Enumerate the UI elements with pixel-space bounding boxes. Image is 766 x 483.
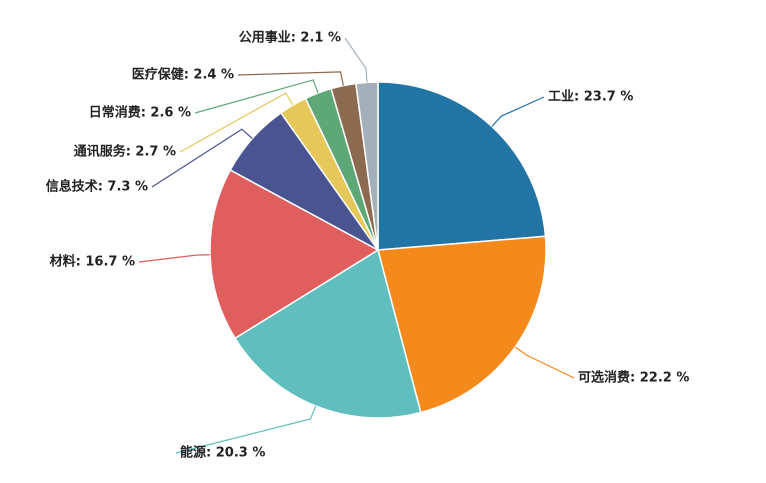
leader-line — [151, 128, 253, 188]
leader-line — [194, 79, 319, 114]
slice-label: 工业: 23.7 % — [548, 89, 633, 105]
slice-label: 可选消费: 22.2 % — [578, 370, 689, 386]
slice-label: 通讯服务: 2.7 % — [74, 144, 176, 160]
leader-line — [514, 346, 575, 379]
leader-line — [175, 405, 317, 454]
pie-slice — [377, 235, 547, 414]
slice-label: 日常消费: 2.6 % — [89, 105, 191, 121]
leader-line — [138, 254, 211, 263]
slice-label: 公用事业: 2.1 % — [239, 30, 341, 46]
pie-slice — [234, 248, 422, 419]
pie-slice — [209, 168, 380, 340]
leader-line — [491, 96, 545, 127]
slice-label: 能源: 20.3 % — [180, 445, 265, 461]
leader-line — [344, 37, 368, 83]
slice-label: 信息技术: 7.3 % — [46, 179, 148, 195]
slice-label: 材料: 16.7 % — [50, 254, 135, 270]
leader-line — [237, 71, 345, 86]
slice-label: 医疗保健: 2.4 % — [132, 67, 234, 83]
leader-line — [179, 92, 294, 153]
